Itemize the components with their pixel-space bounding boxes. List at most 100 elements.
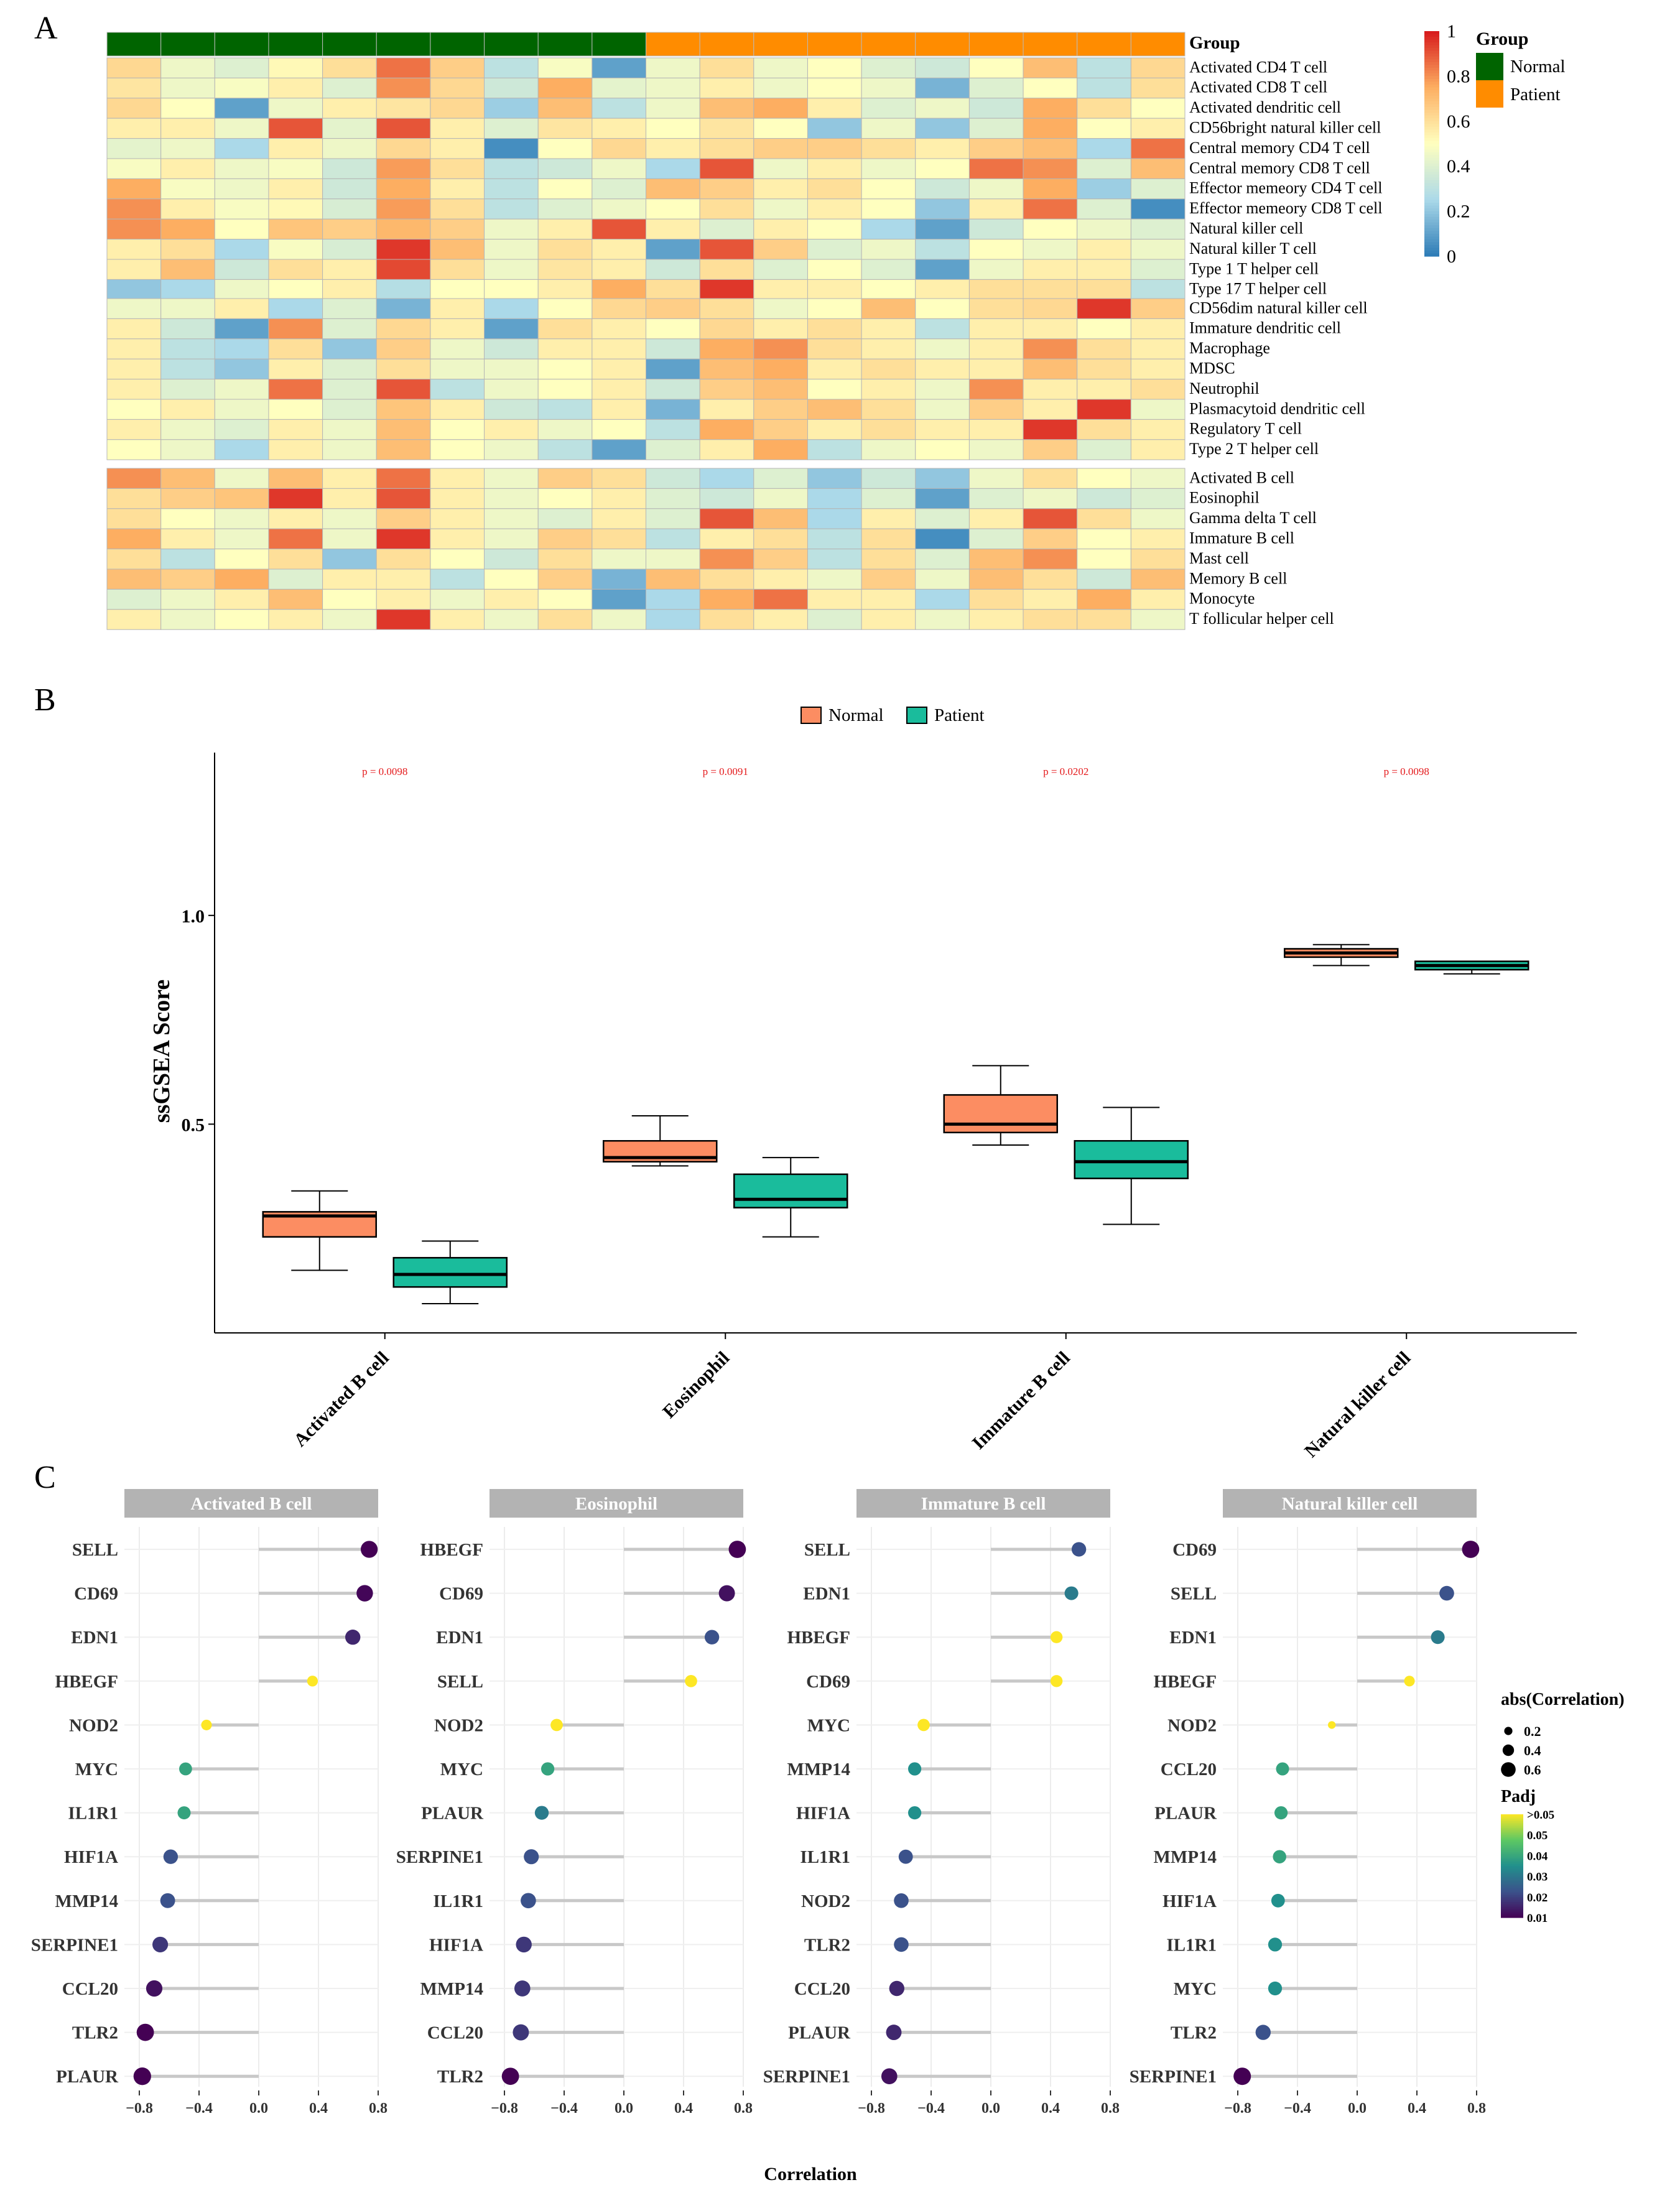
heatmap-cell [968, 488, 1024, 509]
lollipop-dot [177, 1806, 191, 1820]
heatmap-cell [268, 259, 323, 280]
lollipop-gene-label: HBEGF [787, 1628, 850, 1648]
heatmap-cell [861, 508, 916, 529]
lollipop-dot [1271, 1893, 1285, 1908]
heatmap-cell [322, 138, 377, 159]
heatmap-cell [106, 138, 162, 159]
heatmap-cell [1023, 279, 1078, 300]
heatmap-cell [484, 298, 539, 319]
lollipop-gene-label: SELL [72, 1540, 118, 1560]
heatmap-cell [968, 528, 1024, 550]
heatmap-cell [1077, 399, 1131, 420]
heatmap-cell [807, 468, 862, 489]
heatmap-row-label: Central memory CD4 T cell [1189, 139, 1370, 157]
padj-colorbar-segment [1501, 1816, 1523, 1819]
heatmap-cell [1130, 198, 1186, 220]
heatmap-cell [484, 379, 539, 400]
padj-colorbar-segment [1501, 1857, 1523, 1860]
colorbar-segment [1424, 185, 1439, 189]
heatmap-cell [699, 379, 754, 400]
group-legend-title: Group [1476, 29, 1528, 49]
padj-colorbar-segment [1501, 1826, 1523, 1829]
heatmap-cell [268, 318, 323, 340]
padj-colorbar-segment [1501, 1835, 1523, 1837]
heatmap-cell [214, 488, 269, 509]
heatmap-cell [268, 158, 323, 179]
heatmap-cell [214, 298, 269, 319]
heatmap-cell [430, 138, 485, 159]
heatmap-cell [430, 488, 485, 509]
heatmap-cell [322, 98, 377, 119]
heatmap-row-label: Regulatory T cell [1189, 420, 1302, 438]
heatmap-cell [1077, 609, 1131, 630]
heatmap-cell [214, 318, 269, 340]
heatmap-cell [592, 399, 646, 420]
colorbar-segment [1424, 203, 1439, 206]
lollipop-gene-label: SERPINE1 [396, 1847, 483, 1867]
heatmap-cell [268, 57, 323, 78]
heatmap-cell [214, 609, 269, 630]
colorbar-segment [1424, 214, 1439, 218]
heatmap-cell [537, 528, 593, 550]
group-bar-cell [160, 32, 215, 57]
heatmap-cell [106, 358, 162, 380]
heatmap-cell [861, 439, 916, 460]
heatmap-cell [807, 318, 862, 340]
heatmap-cell [537, 138, 593, 159]
heatmap-cell [861, 218, 916, 240]
heatmap-cell [268, 358, 323, 380]
heatmap-cell [214, 379, 269, 400]
heatmap-cell [915, 419, 970, 440]
heatmap-cell [699, 279, 754, 300]
facet-strip [124, 1489, 378, 1518]
lollipop-gene-label: CCL20 [62, 1979, 118, 1999]
heatmap-cell [915, 488, 970, 509]
padj-colorbar-segment [1501, 1902, 1523, 1904]
heatmap-cell [106, 218, 162, 240]
heatmap-cell [592, 488, 646, 509]
heatmap-cell [160, 568, 215, 590]
lollipop-gene-label: CCL20 [427, 2023, 483, 2043]
heatmap-cell [753, 609, 808, 630]
heatmap-cell [484, 508, 539, 529]
facet-x-tick-label: −0.4 [185, 2100, 213, 2117]
heatmap-cell [376, 419, 431, 440]
colorbar-segment [1424, 84, 1439, 88]
heatmap-cell [968, 98, 1024, 119]
lollipop-gene-label: TLR2 [1171, 2023, 1217, 2043]
lollipop-dot [1233, 2067, 1251, 2085]
lollipop-dot [907, 1806, 922, 1820]
heatmap-cell [592, 158, 646, 179]
colorbar-segment [1424, 166, 1439, 170]
facet-strip-title: Activated B cell [191, 1494, 312, 1514]
heatmap-cell [106, 57, 162, 78]
lollipop-dot [541, 1762, 555, 1776]
padj-colorbar-segment [1501, 1907, 1523, 1909]
colorbar-segment [1424, 124, 1439, 128]
heatmap-cell [699, 399, 754, 420]
heatmap-cell [915, 178, 970, 200]
heatmap-cell [1130, 298, 1186, 319]
padj-colorbar-segment [1501, 1831, 1523, 1834]
box-y-tick-label: 0.5 [182, 1115, 205, 1135]
heatmap-cell [753, 588, 808, 610]
heatmap-cell [376, 138, 431, 159]
heatmap-cell [592, 419, 646, 440]
heatmap-cell [214, 118, 269, 139]
heatmap-cell [484, 318, 539, 340]
heatmap-cell [646, 468, 700, 489]
colorbar-segment [1424, 191, 1439, 195]
lollipop-gene-label: EDN1 [803, 1584, 850, 1604]
heatmap-cell [160, 57, 215, 78]
heatmap-cell [592, 358, 646, 380]
facet-x-tick-label: 0.0 [1348, 2100, 1367, 2117]
heatmap-cell [807, 239, 862, 260]
lollipop-gene-label: CCL20 [1161, 1760, 1217, 1779]
heatmap-cell [753, 528, 808, 550]
colorbar-tick-label: 0 [1447, 246, 1456, 267]
lollipop-dot [524, 1849, 539, 1865]
heatmap-cell [430, 399, 485, 420]
heatmap-cell [376, 468, 431, 489]
heatmap-cell [1130, 218, 1186, 240]
heatmap-cell [1023, 298, 1078, 319]
